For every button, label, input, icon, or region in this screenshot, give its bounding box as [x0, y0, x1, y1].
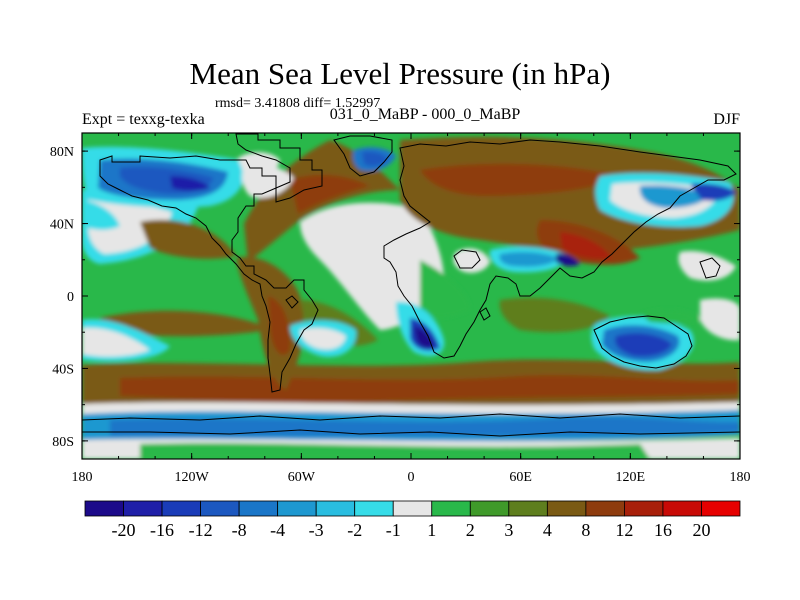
- colorbar-swatch: [662, 500, 702, 517]
- colorbar-label: -12: [189, 520, 213, 540]
- colorbar-label: -16: [150, 520, 174, 540]
- x-tick-label: 120E: [616, 470, 646, 485]
- colorbar-label: 1: [427, 520, 436, 540]
- colorbar-label: 3: [504, 520, 513, 540]
- y-tick-label: 0: [67, 290, 74, 305]
- season-label: DJF: [713, 111, 740, 128]
- y-tick-label: 40S: [52, 362, 74, 377]
- x-axis-labels: 180 120W 60W 0 60E 120E 180: [72, 470, 751, 485]
- y-tick-label: 40N: [50, 218, 74, 233]
- colorbar-swatch: [469, 500, 510, 517]
- colorbar-swatch: [392, 500, 433, 517]
- experiment-label: Expt = texxg-texka: [82, 111, 205, 128]
- plot-title: Mean Sea Level Pressure (in hPa): [189, 56, 611, 91]
- colorbar-swatch: [200, 500, 240, 517]
- colorbar-swatch: [277, 500, 317, 517]
- colorbar-label: 2: [466, 520, 475, 540]
- y-tick-label: 80N: [50, 145, 74, 160]
- colorbar-swatch: [354, 500, 394, 517]
- x-tick-label: 0: [408, 470, 415, 485]
- colorbar-label: 16: [654, 520, 672, 540]
- coastline-outlines: [82, 133, 740, 437]
- colorbar: [84, 500, 741, 517]
- colorbar-swatch: [585, 500, 625, 517]
- rmsd-diff-stats: rmsd= 3.41808 diff= 1.52997: [215, 96, 381, 111]
- colorbar-label: 12: [615, 520, 633, 540]
- colorbar-label: -2: [347, 520, 362, 540]
- colorbar-label: -4: [270, 520, 285, 540]
- colorbar-swatch: [508, 500, 548, 517]
- colorbar-label: -8: [232, 520, 247, 540]
- colorbar-label: -1: [386, 520, 401, 540]
- x-tick-label: 120W: [175, 470, 210, 485]
- colorbar-swatch: [161, 500, 201, 517]
- colorbar-swatch: [546, 500, 587, 517]
- colorbar-labels: -20 -16 -12 -8 -4 -3 -2 -1 1 2 3 4 8 12 16 20: [112, 520, 711, 540]
- map-field: [82, 133, 740, 459]
- x-tick-label: 60E: [509, 470, 532, 485]
- colorbar-label: 8: [581, 520, 590, 540]
- colorbar-swatch: [123, 500, 163, 517]
- x-tick-label: 180: [730, 470, 751, 485]
- y-axis-labels: 80N 40N 0 40S 80S: [50, 145, 74, 450]
- y-tick-label: 80S: [52, 435, 74, 450]
- axis-ticks: [81, 133, 741, 459]
- comparison-subtitle: 031_0_MaBP - 000_0_MaBP: [329, 106, 521, 123]
- colorbar-swatch: [84, 500, 124, 517]
- colorbar-swatch: [701, 500, 741, 517]
- colorbar-swatch: [315, 500, 356, 517]
- colorbar-swatch: [431, 500, 471, 517]
- colorbar-swatch: [238, 500, 279, 517]
- colorbar-label: 4: [543, 520, 552, 540]
- colorbar-label: -20: [112, 520, 136, 540]
- colorbar-swatch: [624, 500, 664, 517]
- colorbar-label: -3: [309, 520, 324, 540]
- x-tick-label: 60W: [288, 470, 316, 485]
- colorbar-label: 20: [692, 520, 710, 540]
- x-tick-label: 180: [72, 470, 93, 485]
